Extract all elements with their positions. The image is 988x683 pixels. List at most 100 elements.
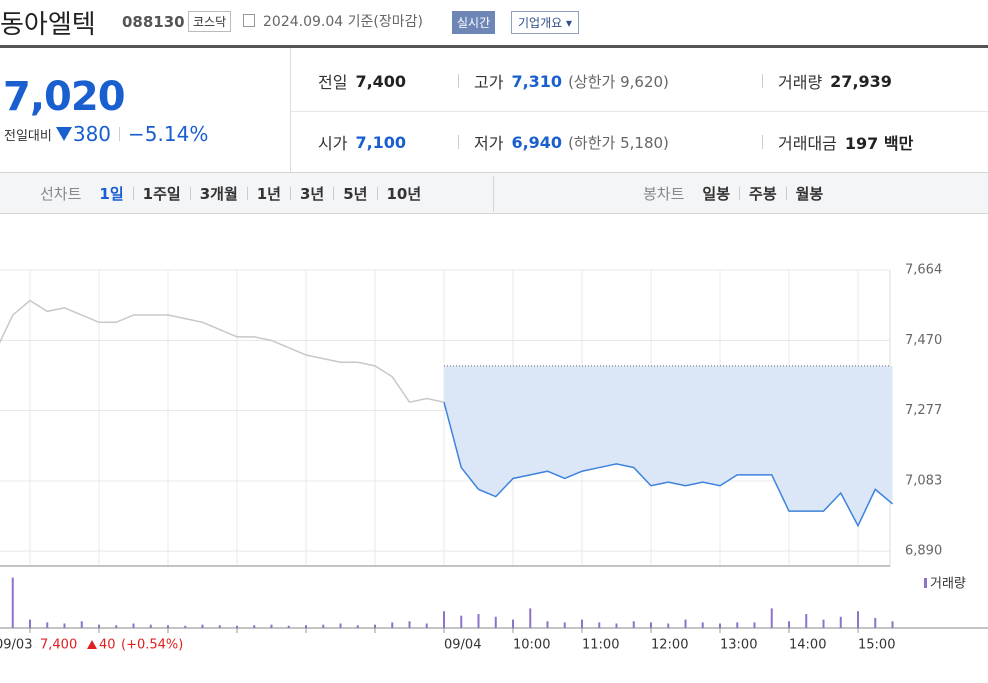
separator [376,187,378,200]
stat: 저가 6,940 (하한가 5,180) [458,130,669,154]
separator [333,187,335,200]
volume-bar [236,625,238,628]
tab[interactable]: 월봉 [795,185,824,203]
volume-bar [736,622,739,628]
prev-change: 40 [99,638,116,653]
down-arrow [55,127,72,141]
stat-note: (하한가 5,180) [568,133,669,152]
stat-value: 7,400 [355,71,407,91]
volume-bar [305,625,307,628]
volume-bar [529,608,532,628]
separator [458,74,459,88]
stat: 시가 7,100 [318,130,406,154]
volume-bar [494,616,497,628]
current-price: 7,020 [3,74,126,120]
volume-bar [822,619,825,628]
stat-value: 197 백만 [844,134,914,153]
separator [785,187,787,200]
volume-bar [63,623,66,628]
stat: 거래대금 197 백만 [762,130,914,154]
volume-bar [460,615,463,628]
volume-bar [805,614,808,628]
stat-value: 7,310 [511,71,563,91]
volume-bar [29,619,31,628]
volume-bar [839,616,842,628]
x-tick-label: 12:00 [651,638,688,653]
volume-bar [563,622,566,628]
volume-bar [477,614,480,628]
change-row: 전일대비 380 −5.14% [4,122,208,146]
volume-bar [167,625,169,628]
divider [291,111,988,112]
volume-bar [201,624,204,628]
y-tick-label: 7,083 [905,474,942,489]
tab-bar [0,172,988,214]
y-tick-label: 7,470 [905,333,942,348]
stat-label: 거래량 [778,73,823,92]
volume-bar [650,622,652,628]
tab[interactable]: 주봉 [749,185,777,203]
change-rate: −5.14% [128,122,209,146]
tab-group-label: 선차트 [40,185,82,203]
chart: 6,890 7,083 7,277 7,470 7,664 09/03 09/04 10:00… [0,263,988,653]
stat-label: 고가 [474,73,504,92]
calendar-icon [243,14,255,27]
tab[interactable]: 3개월 [199,185,238,203]
stat-label: 거래대금 [778,134,837,153]
volume-bar [546,621,549,628]
volume-bar [98,624,100,628]
volume-bar [11,577,14,628]
tab[interactable]: 1주일 [142,185,181,203]
volume-bar [719,623,721,628]
volume-bar [391,622,394,628]
stat: 전일 7,400 [318,69,406,93]
tab[interactable]: 일봉 [702,185,731,203]
line [443,402,893,528]
volume-bar [149,624,152,628]
x-tick-label: 14:00 [789,638,826,653]
up-arrow [87,640,97,649]
volume-bar [270,624,273,628]
x-tick-label: 11:00 [582,638,619,653]
stock-code: 088130 [122,13,185,31]
separator [739,187,741,200]
company-info-label: 기업개요 [518,16,563,30]
tab[interactable]: 10년 [386,185,422,203]
separator [189,187,191,200]
stat: 거래량 27,939 [762,69,892,93]
company-info-button[interactable]: 기업개요 ▾ [511,11,580,34]
change-label: 전일대비 [4,128,52,144]
y-tick-label: 7,277 [905,403,942,418]
change: 380 [72,122,112,146]
x-tick-label: 09/03 [0,638,32,653]
volume-bar [218,625,221,628]
volume-bar [598,622,601,628]
prev-price: 7,400 [40,638,77,653]
stat-label: 전일 [318,73,348,92]
stock-name: 동아엘텍 [0,10,96,40]
volume-bar [512,619,514,628]
tab[interactable]: 1일 [99,185,124,203]
tab[interactable]: 3년 [300,185,325,203]
volume-bar [667,623,670,628]
volume-bar [684,619,687,628]
tab-group-label: 봉차트 [643,185,685,203]
legend-swatch [924,578,927,588]
separator [762,74,763,88]
stat: 고가 7,310 (상한가 9,620) [458,69,669,93]
realtime-button[interactable]: 실시간 [452,11,496,34]
separator [132,187,134,200]
tab[interactable]: 1년 [256,185,281,203]
volume-bar [339,623,342,628]
tab[interactable]: 5년 [343,185,368,203]
volume-bar [425,623,428,628]
volume-bar [287,625,290,628]
stat-value: 7,100 [355,132,407,152]
volume-bar [581,619,583,628]
volume-bar [322,624,325,628]
separator [119,127,121,141]
x-tick-label: 13:00 [720,638,757,653]
legend-label: 거래량 [930,577,966,592]
divider [0,45,988,48]
stat-value: 6,940 [511,132,563,152]
